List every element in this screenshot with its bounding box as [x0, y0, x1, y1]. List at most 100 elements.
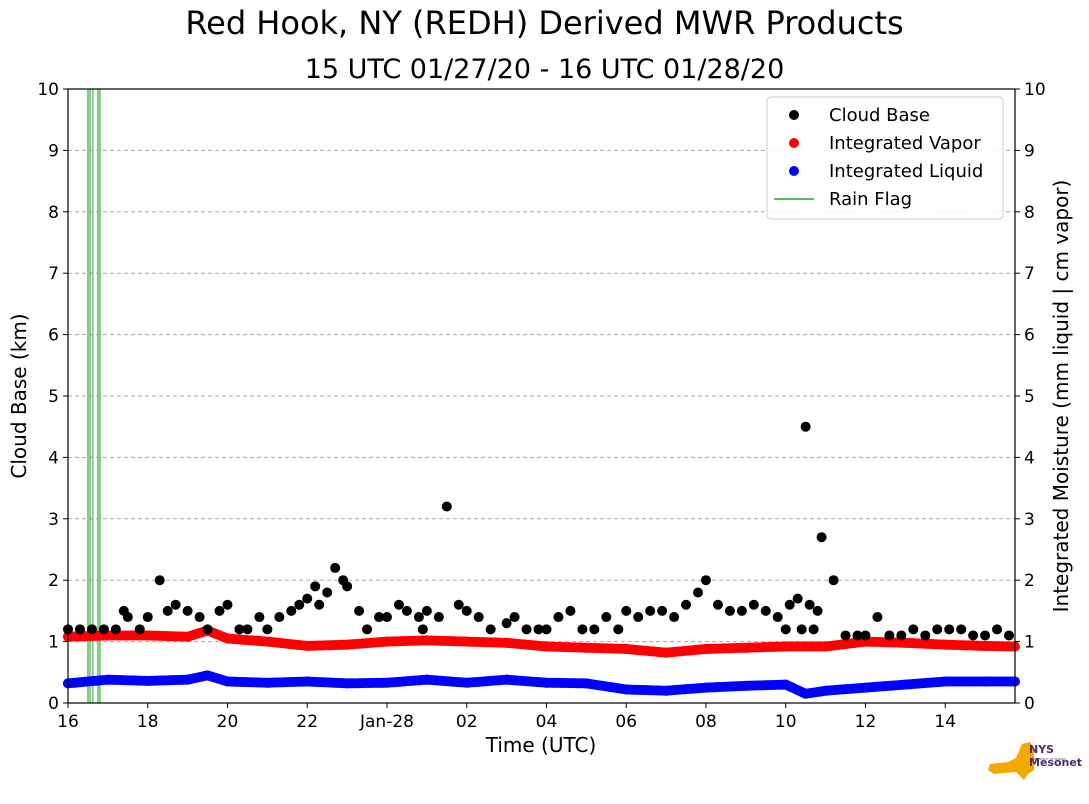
liquid-point [820, 685, 831, 696]
x-axis-label: Time (UTC) [485, 733, 597, 757]
cloud-base-point [657, 605, 668, 616]
vapor-point [940, 639, 951, 650]
cloud-base-point [533, 624, 544, 635]
cloud-base-point [589, 624, 600, 635]
y-tick-label-right: 2 [1024, 571, 1035, 591]
liquid-point [860, 682, 871, 693]
vapor-point [740, 642, 751, 653]
x-tick-label: 02 [456, 712, 478, 732]
liquid-point [940, 676, 951, 687]
cloud-base-point [417, 624, 428, 635]
y-tick-label-right: 8 [1024, 203, 1035, 223]
cloud-base-point [413, 612, 424, 623]
x-tick-label: 20 [217, 712, 239, 732]
legend-label: Integrated Liquid [829, 161, 983, 182]
cloud-base-point [748, 599, 759, 610]
cloud-base-point [362, 624, 373, 635]
cloud-base-point [286, 605, 297, 616]
x-tick-label: 22 [296, 712, 318, 732]
logo-text: NYS Mesonet [1029, 743, 1083, 769]
cloud-base-point [736, 605, 747, 616]
legend-label: Integrated Vapor [829, 133, 981, 154]
y-tick-label-right: 0 [1024, 694, 1035, 714]
cloud-base-point [700, 575, 711, 586]
vapor-point [142, 630, 153, 641]
cloud-base-point [110, 624, 121, 635]
liquid-point [700, 682, 711, 693]
cloud-base-point [852, 630, 863, 641]
x-tick-label: 08 [695, 712, 717, 732]
cloud-base-point [724, 605, 735, 616]
cloud-base-point [681, 599, 692, 610]
y-axis-right-label: Integrated Moisture (mm liquid | cm vapo… [1049, 180, 1073, 613]
cloud-base-point [780, 624, 791, 635]
cloud-base-point [1004, 630, 1015, 641]
cloud-base-point [872, 612, 883, 623]
cloud-base-point [760, 605, 771, 616]
cloud-base-point [194, 612, 205, 623]
legend-marker [789, 138, 799, 148]
y-tick-label-right: 7 [1024, 264, 1035, 284]
cloud-base-point [693, 587, 704, 598]
liquid-point [102, 674, 113, 685]
cloud-base-point [354, 605, 365, 616]
cloud-base-point [601, 612, 612, 623]
cloud-base-point [302, 593, 313, 604]
vapor-point [421, 635, 432, 646]
cloud-base-point [401, 605, 412, 616]
liquid-point [980, 676, 991, 687]
grid-lines [68, 149, 1015, 643]
x-tick-label: 12 [855, 712, 877, 732]
cloud-base-point [541, 624, 552, 635]
liquid-point [142, 675, 153, 686]
y-tick-label-right: 3 [1024, 510, 1035, 530]
cloud-base-point [633, 612, 644, 623]
cloud-base-point [222, 599, 233, 610]
y-tick-label-right: 9 [1024, 141, 1035, 161]
legend-marker [789, 166, 799, 176]
liquid-point [182, 674, 193, 685]
x-tick-label: 10 [775, 712, 797, 732]
cloud-base-point [214, 605, 225, 616]
cloud-base-point [828, 575, 839, 586]
liquid-point [740, 680, 751, 691]
cloud-base-point [330, 562, 341, 573]
vapor-point [820, 641, 831, 652]
cloud-base-point [804, 599, 815, 610]
vapor-point [302, 640, 313, 651]
cloud-base-point [501, 618, 512, 629]
cloud-base-point [162, 605, 173, 616]
liquid-point [621, 684, 632, 695]
cloud-base-point [613, 624, 624, 635]
liquid-point [501, 674, 512, 685]
vapor-point [980, 640, 991, 651]
cloud-base-point [884, 630, 895, 641]
vapor-point [541, 641, 552, 652]
cloud-base-point [980, 630, 991, 641]
cloud-base-point [968, 630, 979, 641]
cloud-base-point [441, 501, 452, 512]
cloud-base-point [202, 624, 213, 635]
liquid-point [581, 678, 592, 689]
x-tick-label: Jan-28 [359, 712, 414, 732]
y-tick-label-left: 4 [48, 448, 59, 468]
logo-subtext: UNIVERSITY AT ALBANY [1031, 757, 1067, 761]
legend-marker [789, 110, 799, 120]
cloud-base-point [154, 575, 165, 586]
legend-label: Rain Flag [829, 189, 912, 210]
liquid-point [421, 674, 432, 685]
vapor-point [780, 641, 791, 652]
cloud-base-point [122, 612, 133, 623]
y-tick-label-left: 5 [48, 387, 59, 407]
y-tick-label-left: 3 [48, 510, 59, 530]
cloud-base-point [86, 624, 97, 635]
cloud-base-point [234, 624, 245, 635]
vapor-point [581, 642, 592, 653]
vapor-point [661, 647, 672, 658]
cloud-base-point [182, 605, 193, 616]
cloud-base-point [808, 624, 819, 635]
cloud-base-point [254, 612, 265, 623]
y-tick-label-right: 6 [1024, 326, 1035, 346]
vapor-point [900, 637, 911, 648]
